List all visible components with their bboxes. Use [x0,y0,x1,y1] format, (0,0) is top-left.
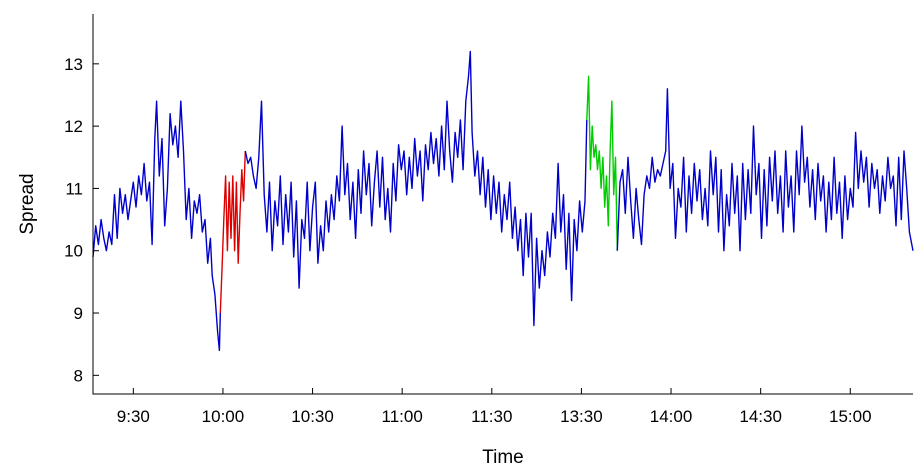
series-line-segment-1 [92,100,221,352]
x-tick-label: 11:00 [382,407,423,426]
x-tick-label: 11:30 [471,407,512,426]
axis-box [92,14,913,395]
x-tick-label: 10:00 [202,407,245,426]
y-tick-label: 10 [64,242,83,261]
y-tick-label: 13 [64,55,83,74]
series-layer [92,50,914,352]
series-line-segment-4 [586,75,618,251]
y-axis: 8 9 10 11 12 13 [64,55,99,385]
x-axis-label: Time [482,447,524,468]
y-tick-label: 12 [64,117,83,136]
x-tick-label: 9:30 [117,407,150,426]
y-axis-label: Spread [17,173,38,234]
y-tick-label: 8 [74,366,83,385]
x-tick-label: 15:00 [829,407,872,426]
series-line-segment-5 [616,88,914,252]
x-axis: 9:30 10:00 10:30 11:00 11:30 13:30 14:00 14:30 1… [117,388,872,426]
x-tick-label: 13:30 [560,407,603,426]
y-tick-label: 11 [65,179,83,198]
y-tick-label: 9 [74,304,83,323]
x-tick-label: 10:30 [291,407,334,426]
series-line-segment-2 [219,150,246,314]
x-tick-label: 14:00 [650,407,693,426]
x-tick-label: 14:30 [739,407,782,426]
series-line-segment-3 [244,50,588,327]
